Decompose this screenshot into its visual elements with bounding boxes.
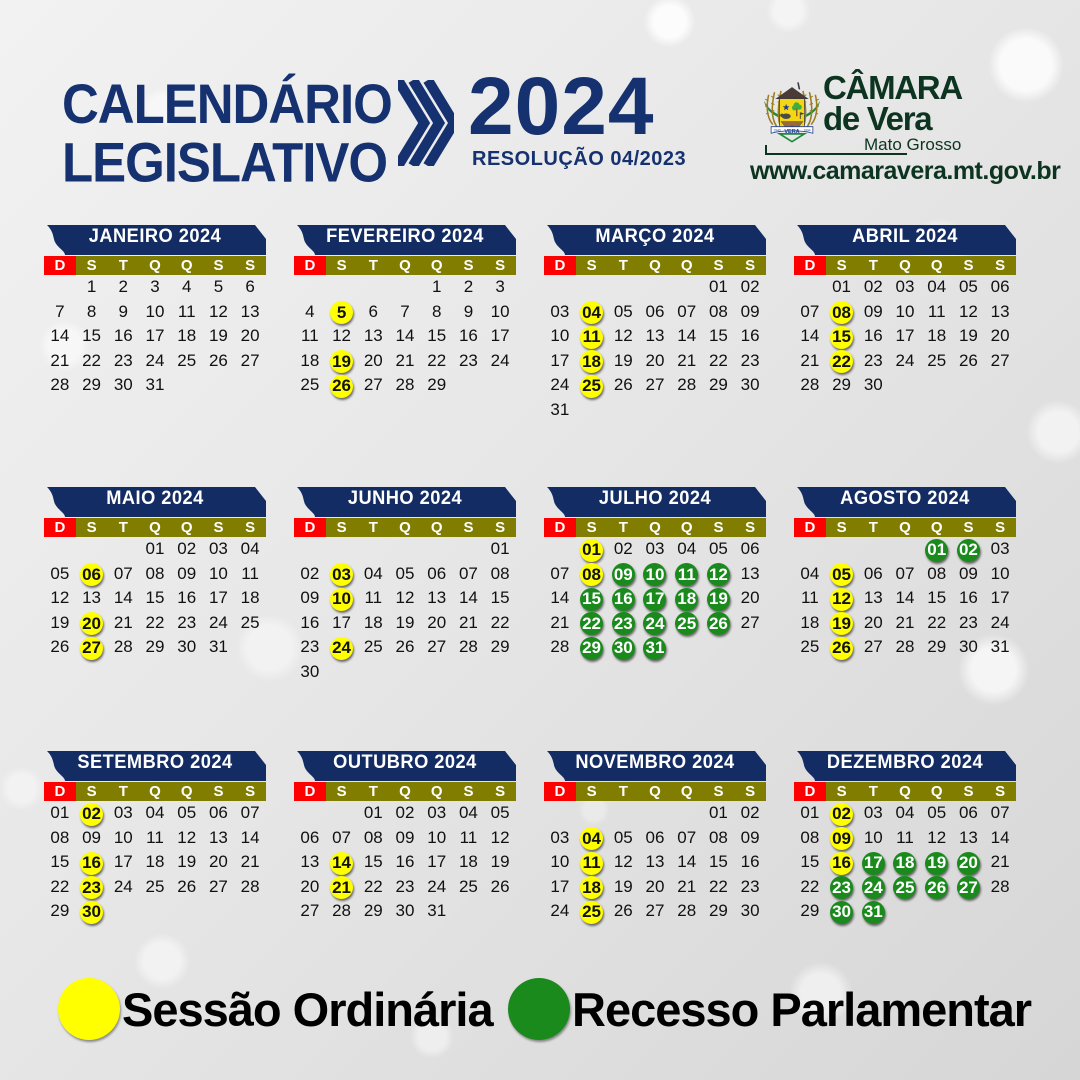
svg-text:1994: 1994: [803, 129, 810, 133]
svg-text:1940: 1940: [773, 129, 780, 133]
